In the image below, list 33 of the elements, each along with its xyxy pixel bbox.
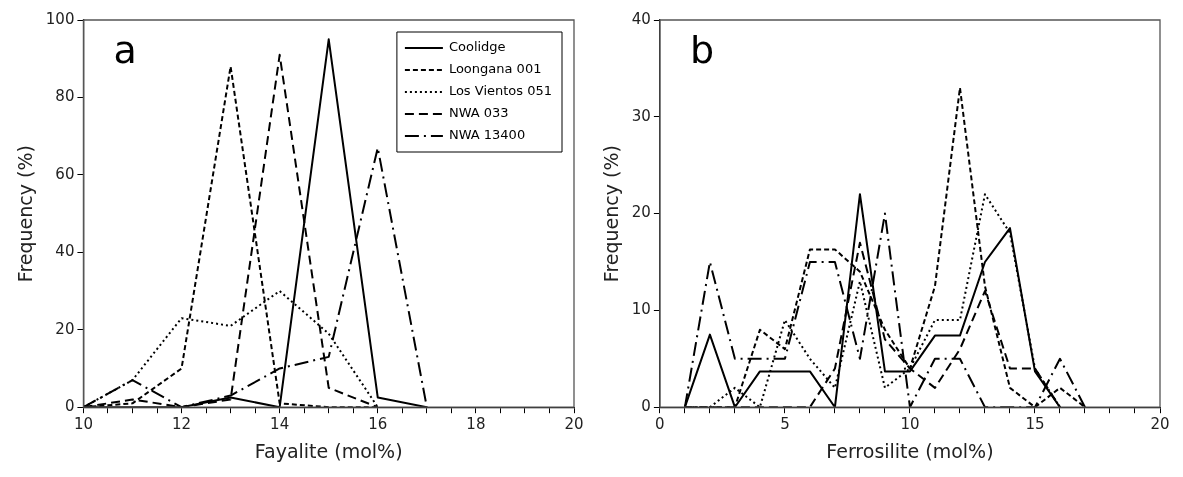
y-tick-label: 30 bbox=[631, 106, 651, 125]
annotation: a bbox=[113, 27, 137, 72]
y-tick-label: 80 bbox=[55, 87, 75, 106]
x-tick-label: 18 bbox=[466, 415, 486, 434]
x-tick-label: 20 bbox=[564, 415, 584, 434]
x-tick-label: 14 bbox=[270, 415, 290, 434]
legend-label: NWA 033 bbox=[448, 105, 509, 121]
legend-label: NWA 13400 bbox=[448, 127, 526, 143]
y-axis-title: Frequency (%) bbox=[600, 145, 623, 283]
x-tick-label: 10 bbox=[900, 415, 920, 434]
y-tick-label: 20 bbox=[55, 319, 75, 338]
x-tick-label: 10 bbox=[73, 415, 93, 434]
x-axis-title: Ferrosilite (mol%) bbox=[826, 439, 994, 462]
x-axis-title: Fayalite (mol%) bbox=[254, 439, 403, 462]
legend-label: Loongana 001 bbox=[448, 61, 542, 77]
x-tick-label: 15 bbox=[1025, 415, 1045, 434]
y-axis-title: Frequency (%) bbox=[14, 145, 37, 283]
y-tick-label: 40 bbox=[55, 242, 75, 261]
y-tick-label: 0 bbox=[641, 397, 651, 416]
x-tick-label: 5 bbox=[780, 415, 790, 434]
y-tick-label: 60 bbox=[55, 164, 75, 183]
y-tick-label: 0 bbox=[64, 397, 75, 416]
annotation: b bbox=[689, 27, 715, 72]
x-tick-label: 12 bbox=[172, 415, 192, 434]
x-tick-label: 0 bbox=[655, 415, 665, 434]
y-tick-label: 10 bbox=[631, 300, 651, 319]
legend-label: Coolidge bbox=[448, 39, 506, 55]
x-tick-label: 20 bbox=[1150, 415, 1170, 434]
x-tick-label: 16 bbox=[368, 415, 388, 434]
y-tick-label: 100 bbox=[45, 9, 75, 28]
y-tick-label: 40 bbox=[631, 9, 651, 28]
y-tick-label: 20 bbox=[631, 203, 651, 222]
legend-label: Los Vientos 051 bbox=[448, 83, 553, 99]
